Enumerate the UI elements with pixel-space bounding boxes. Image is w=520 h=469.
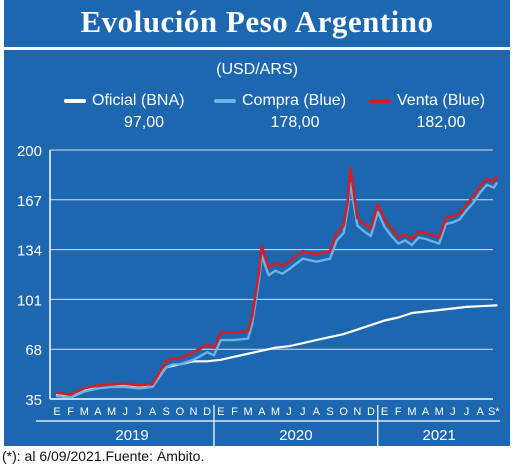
y-tick-label: 200 xyxy=(17,143,42,160)
y-tick-label: 167 xyxy=(17,193,42,210)
x-tick-label: D xyxy=(203,406,211,418)
legend-value-compra: 178,00 xyxy=(270,114,320,131)
x-tick-label: A xyxy=(476,406,484,418)
x-tick-label: E xyxy=(381,406,388,418)
x-tick-label: J xyxy=(300,406,306,418)
legend-label-venta: Venta (Blue) xyxy=(397,92,486,109)
x-tick-label: A xyxy=(422,406,430,418)
year-label: 2021 xyxy=(423,427,456,444)
x-tick-label: J xyxy=(286,406,292,418)
x-tick-label: J xyxy=(136,406,142,418)
title-divider xyxy=(4,47,510,50)
y-tick-label: 101 xyxy=(17,292,42,309)
year-label: 2020 xyxy=(279,427,312,444)
x-tick-label: E xyxy=(53,406,60,418)
legend-value-venta: 182,00 xyxy=(416,114,466,131)
legend-item-oficial: Oficial (BNA) xyxy=(64,92,184,110)
legend-swatch-venta xyxy=(369,98,391,103)
x-tick-label: S xyxy=(163,406,170,418)
legend-item-venta: Venta (Blue) xyxy=(369,92,485,110)
series-line-2 xyxy=(55,166,498,396)
x-tick-label: J xyxy=(450,406,456,418)
y-tick-label: 35 xyxy=(25,392,42,409)
x-tick-label: S* xyxy=(488,406,500,418)
x-tick-label: S xyxy=(326,406,333,418)
x-tick-label: A xyxy=(313,406,321,418)
footnote: (*): al 6/09/2021.Fuente: Ámbito. xyxy=(2,448,205,464)
x-tick-label: M xyxy=(271,406,280,418)
y-tick-label: 134 xyxy=(17,243,42,260)
x-tick-label: J xyxy=(123,406,129,418)
x-tick-label: N xyxy=(353,406,361,418)
x-tick-label: J xyxy=(464,406,470,418)
x-tick-label: A xyxy=(149,406,157,418)
legend-label-oficial: Oficial (BNA) xyxy=(92,92,185,109)
x-tick-label: M xyxy=(80,406,89,418)
x-tick-label: M xyxy=(244,406,253,418)
x-tick-label: M xyxy=(435,406,444,418)
year-label: 2019 xyxy=(115,427,148,444)
x-tick-label: O xyxy=(176,406,185,418)
series-line-1 xyxy=(55,181,498,399)
legend-item-compra: Compra (Blue) xyxy=(214,92,346,110)
x-tick-label: F xyxy=(395,406,402,418)
x-tick-label: A xyxy=(258,406,266,418)
chart-title: Evolución Peso Argentino xyxy=(80,4,434,39)
x-tick-label: F xyxy=(231,406,238,418)
x-tick-label: E xyxy=(217,406,224,418)
x-tick-label: M xyxy=(407,406,416,418)
legend-swatch-oficial xyxy=(64,98,86,103)
series-line-0 xyxy=(55,304,498,396)
x-tick-label: F xyxy=(67,406,74,418)
x-tick-label: M xyxy=(107,406,116,418)
x-tick-label: D xyxy=(367,406,375,418)
x-tick-label: A xyxy=(94,406,102,418)
legend-swatch-compra xyxy=(214,98,236,103)
y-tick-label: 68 xyxy=(25,342,42,359)
legend-label-compra: Compra (Blue) xyxy=(242,92,347,109)
units-label: (USD/ARS) xyxy=(216,61,298,78)
x-tick-label: N xyxy=(190,406,198,418)
legend-value-oficial: 97,00 xyxy=(123,114,165,131)
x-tick-label: O xyxy=(339,406,348,418)
